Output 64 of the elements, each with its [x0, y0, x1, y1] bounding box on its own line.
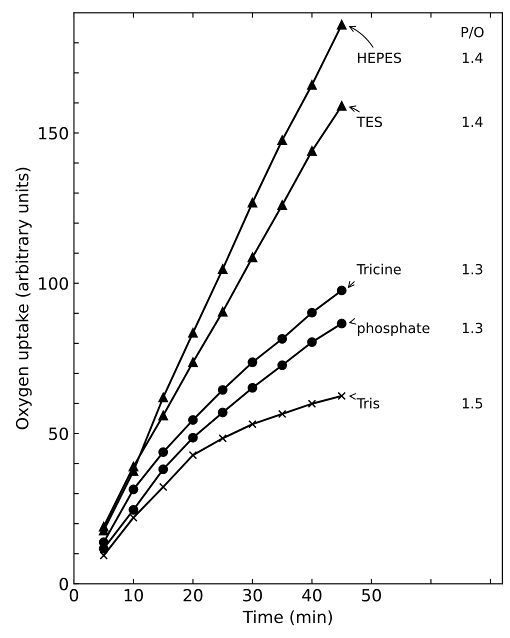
point — [248, 252, 258, 262]
point — [128, 484, 138, 494]
point — [188, 432, 198, 443]
y-axis-title: Oxygen uptake (arbitrary units) — [16, 168, 32, 430]
x-tick-label: 20 — [184, 588, 202, 602]
point — [307, 80, 317, 90]
y-tick-label: 150 — [39, 126, 68, 140]
point — [338, 392, 346, 400]
point — [129, 513, 138, 522]
y-tick-label: 50 — [49, 427, 68, 440]
point — [218, 306, 228, 317]
legend-label: Tris — [356, 398, 380, 409]
x-axis-title: Time (min) — [242, 610, 332, 626]
point — [188, 357, 198, 368]
annotation: 1.5 — [462, 398, 482, 409]
point — [158, 392, 168, 402]
point — [218, 434, 227, 442]
point — [158, 447, 168, 457]
legend-label: TES — [356, 116, 382, 128]
point — [336, 101, 347, 111]
point — [128, 504, 138, 515]
point — [277, 200, 288, 210]
y-tick-label: 100 — [39, 277, 68, 290]
point — [278, 410, 286, 418]
legend-label: phosphate — [358, 322, 430, 336]
point — [188, 328, 198, 338]
point — [248, 420, 257, 428]
point — [218, 264, 228, 274]
point — [336, 20, 347, 30]
point — [307, 337, 317, 348]
annotation: 1.4 — [462, 52, 483, 63]
point — [336, 318, 347, 328]
point — [98, 522, 109, 532]
point — [188, 450, 198, 460]
legend-label: HEPES — [358, 52, 402, 64]
point — [128, 462, 138, 472]
x-tick-label: 10 — [124, 588, 143, 602]
point — [218, 408, 228, 418]
point — [336, 286, 347, 296]
point — [158, 464, 168, 474]
point — [277, 360, 288, 370]
point — [248, 382, 258, 393]
point — [218, 385, 228, 395]
point — [248, 198, 258, 208]
point — [188, 415, 198, 425]
point — [308, 400, 316, 408]
point — [248, 357, 258, 368]
point — [100, 551, 108, 560]
point — [159, 482, 168, 492]
x-tick-label: 30 — [243, 588, 262, 602]
point — [307, 308, 317, 318]
point — [307, 146, 317, 156]
y-tick-label: 0 — [60, 578, 68, 590]
series-label: Tricine — [356, 264, 401, 274]
annotation: 1.3 — [462, 264, 482, 274]
annotation: 1.3 — [462, 322, 482, 334]
point — [277, 334, 288, 344]
annotation: P/O — [462, 26, 484, 38]
x-tick-label: 50 — [362, 588, 381, 602]
x-tick-label: 40 — [302, 588, 322, 602]
x-tick-label: 0 — [70, 588, 78, 602]
point — [277, 135, 288, 146]
annotation: 1.4 — [462, 116, 483, 127]
point — [158, 410, 168, 420]
